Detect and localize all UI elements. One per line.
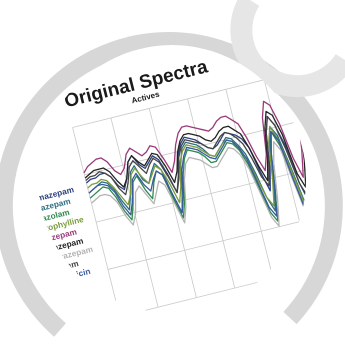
series-line-flunitrazepam (91, 141, 306, 234)
corner-ring-decoration (230, 0, 345, 98)
grid-line-horizontal (119, 259, 306, 313)
series-layer (83, 100, 306, 234)
series-line-clonazepam (84, 110, 306, 188)
series-line-nitrazepam (83, 100, 306, 178)
frame-ring-decoration (0, 32, 343, 337)
legend-item-diazepam: Diazepam (39, 258, 79, 277)
grid-line-horizontal (96, 164, 306, 223)
series-line-diazepam (85, 115, 306, 199)
legend-item-thyrothricin: Thyrothricin (42, 266, 91, 287)
series-line-thyrothricin (88, 130, 306, 229)
